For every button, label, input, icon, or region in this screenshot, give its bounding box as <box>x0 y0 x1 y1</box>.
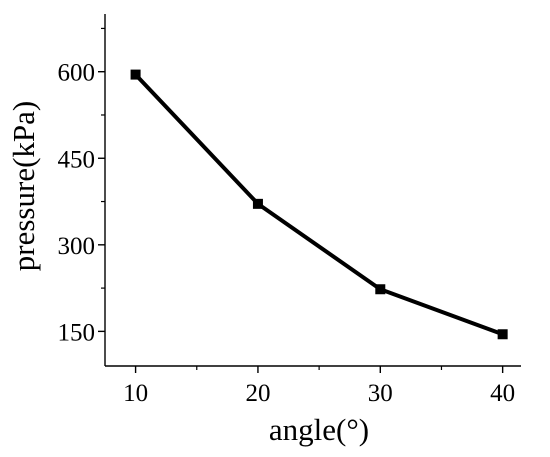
series-line <box>134 73 504 337</box>
y-tick-label: 600 <box>58 60 96 87</box>
y-tick-label: 450 <box>58 146 96 173</box>
x-axis-title: angle(°) <box>269 412 369 447</box>
x-tick-label: 20 <box>245 380 270 407</box>
y-tick-label: 300 <box>58 233 96 260</box>
y-tick-label: 150 <box>58 319 96 346</box>
axes <box>104 14 521 367</box>
y-ticks: 150 300 450 600 <box>58 27 105 346</box>
data-point-marker <box>497 329 508 340</box>
data-point-marker <box>130 69 141 80</box>
y-axis-title: pressure(kPa) <box>6 101 41 271</box>
x-tick-label: 30 <box>368 380 393 407</box>
x-ticks: 10 20 30 40 <box>123 366 515 407</box>
x-tick-label: 40 <box>490 380 515 407</box>
data-point-marker <box>375 284 386 295</box>
series-group <box>130 69 508 340</box>
data-point-marker <box>252 198 263 209</box>
x-tick-label: 10 <box>123 380 148 407</box>
